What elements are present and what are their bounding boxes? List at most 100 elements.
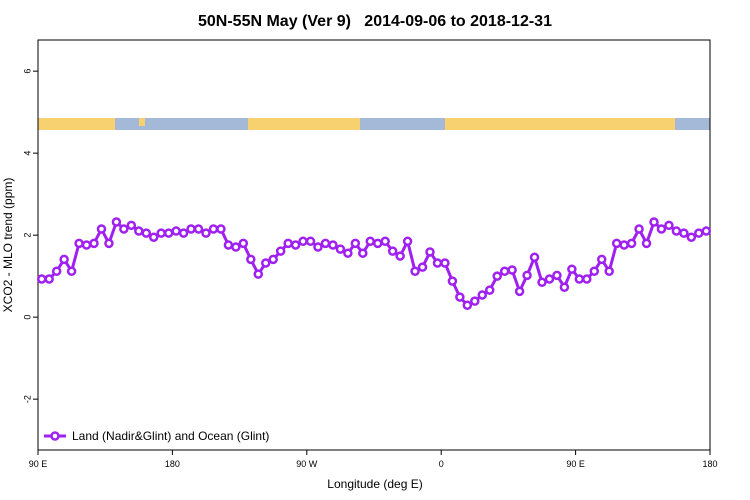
data-point xyxy=(522,270,532,281)
data-point xyxy=(671,226,682,236)
data-point xyxy=(589,266,600,276)
data-point xyxy=(260,258,271,268)
data-point xyxy=(275,246,286,256)
data-point xyxy=(694,228,704,238)
data-point xyxy=(59,254,69,265)
x-tick-label: 90 W xyxy=(296,459,318,469)
data-point xyxy=(477,290,488,300)
data-point xyxy=(686,232,697,242)
data-point xyxy=(596,254,607,265)
y-tick-label: 4 xyxy=(22,151,32,156)
legend-marker xyxy=(50,431,60,441)
y-tick-label: 6 xyxy=(22,69,32,74)
data-point xyxy=(343,248,353,258)
y-tick-label: 0 xyxy=(22,315,32,320)
data-point xyxy=(111,217,122,227)
data-point xyxy=(679,228,689,238)
data-point xyxy=(193,224,204,234)
data-point xyxy=(582,274,592,284)
x-tick-label: 180 xyxy=(165,459,180,469)
data-point xyxy=(268,254,278,265)
land-ocean-band xyxy=(38,118,710,130)
data-point xyxy=(126,220,137,231)
data-point xyxy=(626,238,637,249)
data-point xyxy=(216,224,226,234)
data-point xyxy=(425,247,435,257)
data-point xyxy=(619,240,629,250)
data-point xyxy=(141,228,152,238)
data-point xyxy=(447,276,458,286)
data-point xyxy=(74,238,84,249)
data-point xyxy=(574,274,585,284)
data-point xyxy=(171,226,181,236)
data-point xyxy=(201,228,211,238)
data-point xyxy=(298,236,308,247)
land-band xyxy=(445,118,675,130)
data-point xyxy=(186,224,196,234)
data-point xyxy=(402,236,413,247)
data-point xyxy=(492,271,502,281)
land-band xyxy=(248,118,360,130)
data-point xyxy=(470,296,480,306)
data-point xyxy=(537,277,547,288)
data-point xyxy=(290,240,301,250)
data-point xyxy=(305,236,316,247)
data-point xyxy=(395,251,405,261)
data-point xyxy=(656,224,667,234)
land-band xyxy=(139,118,145,126)
data-point xyxy=(641,238,652,249)
y-tick-label: 2 xyxy=(22,233,32,238)
data-point xyxy=(156,228,166,238)
x-tick-label: 90 E xyxy=(566,459,585,469)
data-point xyxy=(178,228,189,238)
data-point xyxy=(484,285,495,295)
land-band xyxy=(38,118,115,130)
x-tick-label: 180 xyxy=(702,459,717,469)
data-point xyxy=(104,238,114,249)
chart-title: 50N-55N May (Ver 9) 2014-09-06 to 2018-1… xyxy=(198,13,552,30)
plot-frame xyxy=(37,39,711,451)
data-point xyxy=(567,264,577,274)
data-point xyxy=(701,226,712,236)
data-point xyxy=(365,236,376,247)
data-point xyxy=(119,224,129,234)
data-point xyxy=(514,286,525,297)
data-point xyxy=(387,246,398,256)
data-point xyxy=(634,224,644,234)
data-point xyxy=(410,266,420,276)
data-point xyxy=(358,248,368,258)
x-tick-label: 90 E xyxy=(29,459,48,469)
x-axis-label: Longitude (deg E) xyxy=(327,477,422,491)
data-point xyxy=(455,292,465,302)
data-point xyxy=(611,238,622,249)
data-point xyxy=(36,274,47,284)
data-point xyxy=(313,242,323,252)
data-point xyxy=(253,269,264,279)
data-point xyxy=(604,266,614,276)
data-point xyxy=(134,226,144,236)
data-point xyxy=(440,258,450,268)
data-point xyxy=(44,274,54,284)
data-point xyxy=(208,224,219,234)
data-point xyxy=(529,252,540,263)
data-point xyxy=(89,238,99,249)
data-point xyxy=(81,240,92,250)
data-point xyxy=(231,242,241,252)
y-axis-label: XCO2 - MLO trend (ppm) xyxy=(1,178,15,313)
data-point xyxy=(335,244,346,254)
data-point xyxy=(283,238,293,249)
data-point xyxy=(499,266,510,276)
data-point xyxy=(552,270,562,281)
data-point xyxy=(148,232,159,242)
data-point xyxy=(320,238,331,249)
data-point xyxy=(96,224,107,234)
data-point xyxy=(350,238,361,249)
data-point xyxy=(328,240,338,250)
x-tick-label: 0 xyxy=(439,459,444,469)
data-point xyxy=(51,266,62,276)
data-point xyxy=(66,266,77,276)
data-point xyxy=(417,262,428,272)
data-point xyxy=(649,217,659,227)
data-point xyxy=(462,300,473,311)
